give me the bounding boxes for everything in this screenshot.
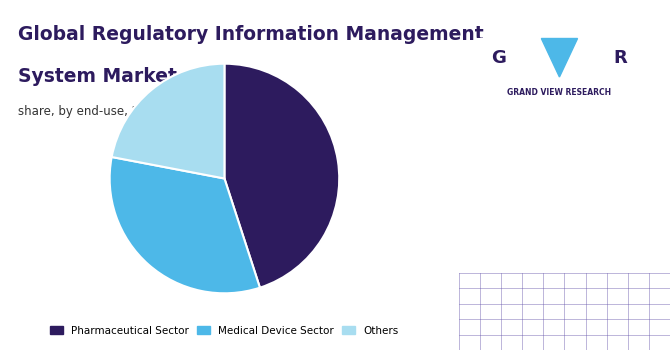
Wedge shape bbox=[112, 64, 224, 178]
Text: G: G bbox=[491, 49, 507, 67]
Text: Source:
www.grandviewresearch.com: Source: www.grandviewresearch.com bbox=[476, 287, 638, 309]
Wedge shape bbox=[110, 157, 260, 293]
Legend: Pharmaceutical Sector, Medical Device Sector, Others: Pharmaceutical Sector, Medical Device Se… bbox=[46, 321, 403, 340]
FancyBboxPatch shape bbox=[474, 38, 523, 77]
Wedge shape bbox=[224, 64, 339, 288]
Text: R: R bbox=[613, 49, 627, 67]
Text: System Market: System Market bbox=[18, 66, 178, 85]
Text: share, by end-use, 2021 (%): share, by end-use, 2021 (%) bbox=[18, 105, 186, 118]
FancyBboxPatch shape bbox=[596, 38, 645, 77]
Text: $1.6B: $1.6B bbox=[515, 126, 614, 154]
Text: Global Market Size,
2021: Global Market Size, 2021 bbox=[504, 210, 625, 238]
Polygon shape bbox=[541, 38, 578, 77]
Text: Global Regulatory Information Management: Global Regulatory Information Management bbox=[18, 25, 484, 43]
Text: GRAND VIEW RESEARCH: GRAND VIEW RESEARCH bbox=[507, 88, 612, 97]
